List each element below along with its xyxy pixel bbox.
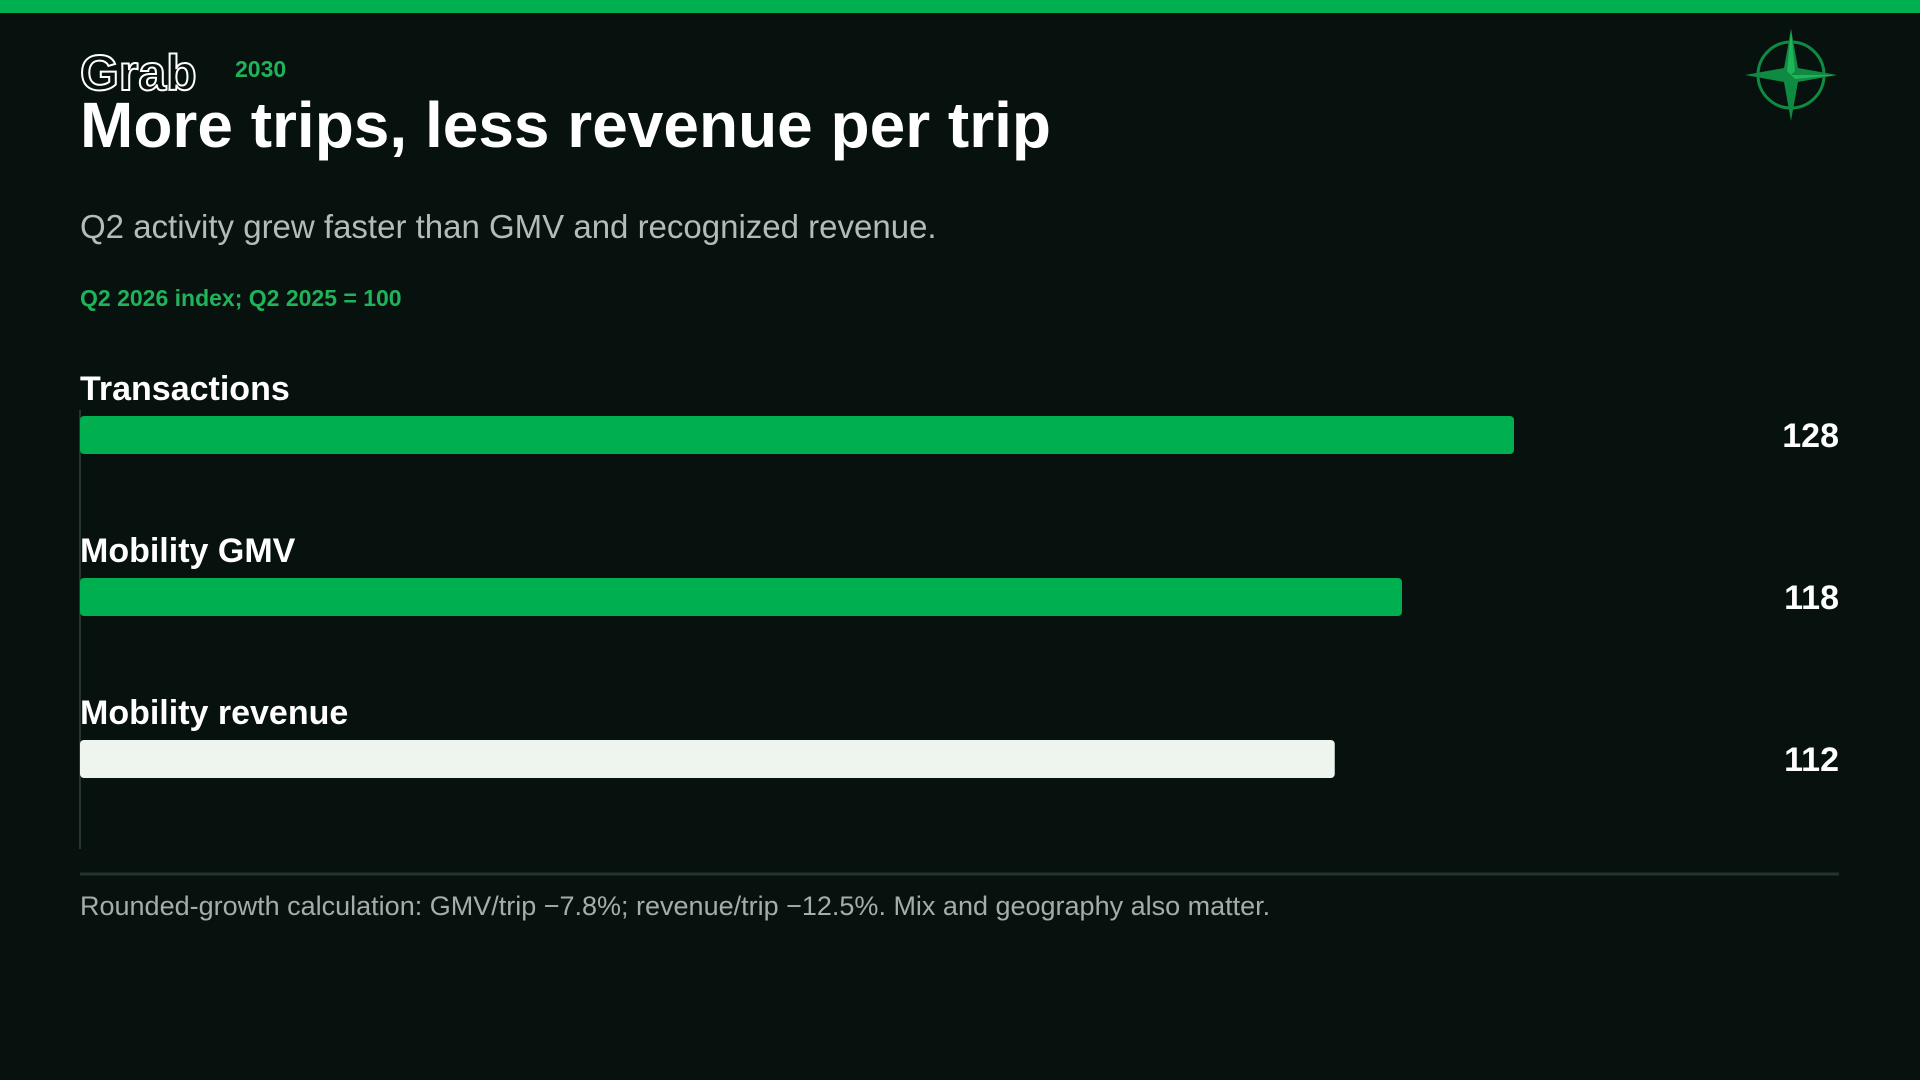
chart-title: More trips, less revenue per trip — [80, 89, 1051, 161]
value-label: 128 — [1782, 417, 1839, 455]
footnote: Rounded-growth calculation: GMV/trip −7.… — [80, 891, 1270, 921]
bar — [80, 416, 1514, 454]
bar — [80, 740, 1335, 778]
axis-note: Q2 2026 index; Q2 2025 = 100 — [80, 285, 402, 311]
bar — [80, 578, 1402, 616]
chart-subtitle: Q2 activity grew faster than GMV and rec… — [80, 208, 937, 245]
brand-logo: Grab — [80, 45, 197, 101]
category-label: Mobility revenue — [80, 694, 348, 732]
category-label: Transactions — [80, 370, 290, 408]
top-stripe — [0, 0, 1920, 13]
value-label: 112 — [1784, 741, 1839, 779]
year-label: 2030 — [235, 56, 286, 82]
category-label: Mobility GMV — [80, 532, 296, 570]
value-label: 118 — [1784, 579, 1839, 617]
compass-icon — [1745, 29, 1837, 121]
